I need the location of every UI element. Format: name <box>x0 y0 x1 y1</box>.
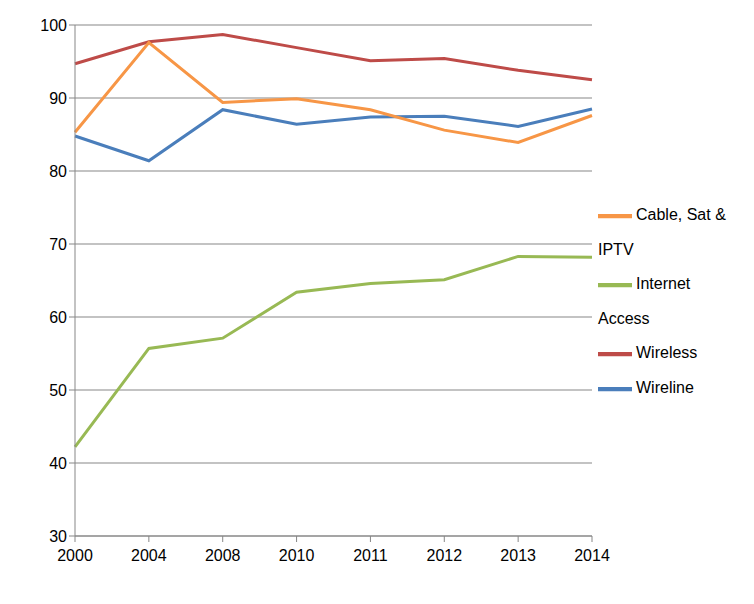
html-text:Cable, Sat & IPTV: Cable, Sat & IPTV <box>598 206 726 259</box>
svg-text:80: 80 <box>49 163 67 180</box>
svg-text:2014: 2014 <box>574 547 610 564</box>
svg-text:60: 60 <box>49 309 67 326</box>
html-text:Wireless: Wireless <box>636 344 698 361</box>
html-text:Internet Access: Internet Access <box>598 275 691 327</box>
svg-text:100: 100 <box>40 17 67 34</box>
html-text:Wireline: Wireline <box>636 378 694 396</box>
svg-text:2000: 2000 <box>57 547 93 564</box>
svg-text:70: 70 <box>49 236 67 253</box>
svg-text:2013: 2013 <box>500 547 536 564</box>
svg-text:2011: 2011 <box>353 547 388 564</box>
svg-text:2010: 2010 <box>279 547 315 564</box>
svg-text:90: 90 <box>49 90 67 107</box>
svg-text:2004: 2004 <box>131 547 167 564</box>
svg-text:30: 30 <box>49 528 67 545</box>
svg-text:2012: 2012 <box>426 547 462 564</box>
svg-text:40: 40 <box>49 455 67 472</box>
svg-text:50: 50 <box>49 382 67 399</box>
svg-text:2008: 2008 <box>205 547 241 564</box>
